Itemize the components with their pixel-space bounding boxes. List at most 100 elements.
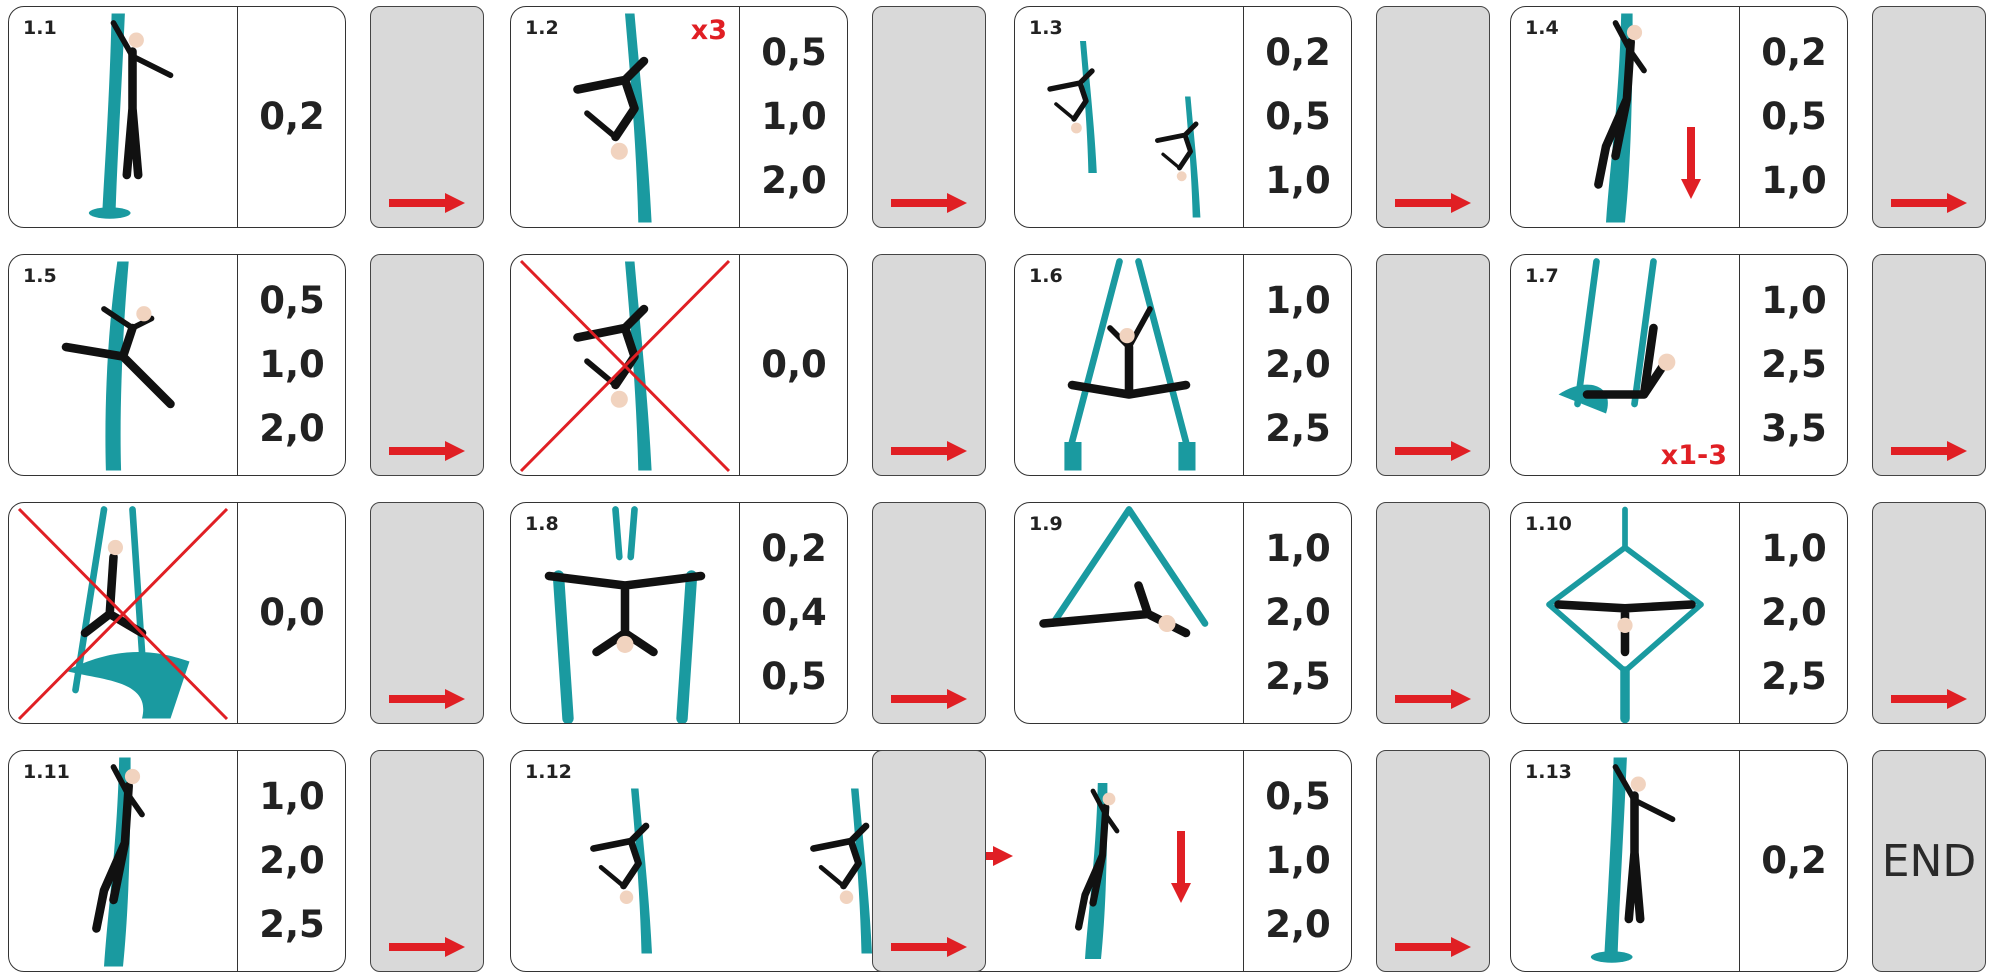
element-number: 1.2 xyxy=(525,17,559,39)
right-arrow-icon xyxy=(891,441,967,461)
card-divider xyxy=(237,751,238,971)
difficulty-value: 2,0 xyxy=(1265,343,1331,386)
aerialist-photo xyxy=(1546,506,1704,723)
difficulty-value: 3,5 xyxy=(1761,407,1827,450)
card-divider xyxy=(1243,7,1244,227)
down-arrow-icon xyxy=(1681,127,1701,199)
element-card: 1.5 0,5 1,0 2,0 xyxy=(8,254,346,476)
aerialist-photo xyxy=(544,506,706,723)
element-card: 1.8 0,2 0,4 0,5 xyxy=(510,502,848,724)
connector-panel xyxy=(1872,6,1986,228)
aerialist-photo xyxy=(573,13,652,223)
right-arrow-icon xyxy=(891,193,967,213)
difficulty-value: 0,2 xyxy=(1761,839,1827,882)
element-card: 1.4 0,2 0,5 1,0 xyxy=(1510,6,1848,228)
right-arrow-icon xyxy=(1395,441,1471,461)
card-divider xyxy=(739,503,740,723)
element-number: 1.7 xyxy=(1525,265,1559,287)
card-divider xyxy=(1243,751,1244,971)
difficulty-values: 0,5 1,0 2,0 xyxy=(237,255,345,475)
difficulty-value: 0,5 xyxy=(1265,95,1331,138)
difficulty-values: 1,0 2,0 2,5 xyxy=(1243,503,1351,723)
element-number: 1.3 xyxy=(1029,17,1063,39)
right-arrow-icon xyxy=(1891,193,1967,213)
connector-panel xyxy=(370,502,484,724)
right-arrow-icon xyxy=(1891,689,1967,709)
card-divider xyxy=(1739,503,1740,723)
down-arrow-icon xyxy=(1171,831,1191,903)
element-card: 1.2 x3 0,5 1,0 2,0 xyxy=(510,6,848,228)
difficulty-value: 0,5 xyxy=(259,279,325,322)
difficulty-value: 0,5 xyxy=(761,655,827,698)
element-card: 1.6 1,0 2,0 2,5 xyxy=(1014,254,1352,476)
difficulty-values: 1,0 2,5 3,5 xyxy=(1739,255,1847,475)
element-card: 1.7 x1-3 1,0 2,5 3,5 xyxy=(1510,254,1848,476)
card-divider xyxy=(739,7,740,227)
card-divider xyxy=(1243,255,1244,475)
element-number: 1.1 xyxy=(23,17,57,39)
difficulty-values: 1,0 2,0 2,5 xyxy=(1739,503,1847,723)
difficulty-values: 0,2 0,4 0,5 xyxy=(739,503,847,723)
difficulty-value: 0,2 xyxy=(1265,31,1331,74)
element-number: 1.6 xyxy=(1029,265,1063,287)
right-arrow-icon xyxy=(891,689,967,709)
difficulty-value: 2,5 xyxy=(259,903,325,946)
difficulty-value: 1,0 xyxy=(1265,159,1331,202)
card-divider xyxy=(237,7,238,227)
difficulty-value: 2,0 xyxy=(1761,591,1827,634)
aerialist-photo xyxy=(1047,40,1201,218)
difficulty-values: 0,2 0,5 1,0 xyxy=(1243,7,1351,227)
right-arrow-icon xyxy=(1395,937,1471,957)
element-number: 1.10 xyxy=(1525,513,1572,535)
right-arrow-icon xyxy=(389,937,465,957)
difficulty-value: 1,0 xyxy=(1761,159,1827,202)
element-number: 1.12 xyxy=(525,761,572,783)
right-arrow-icon xyxy=(389,689,465,709)
element-card: 0,0 xyxy=(8,502,346,724)
difficulty-value: 0,2 xyxy=(1761,31,1827,74)
difficulty-value: 0,5 xyxy=(761,31,827,74)
difficulty-value: 0,4 xyxy=(761,591,827,634)
connector-panel xyxy=(872,750,986,972)
difficulty-values: 0,2 0,5 1,0 xyxy=(1739,7,1847,227)
repeat-badge: x1-3 xyxy=(1660,440,1727,471)
card-divider xyxy=(1739,751,1740,971)
cross-out-icon xyxy=(17,507,229,721)
element-number: 1.8 xyxy=(525,513,559,535)
card-divider xyxy=(237,255,238,475)
difficulty-value: 0,2 xyxy=(259,95,325,138)
difficulty-value: 1,0 xyxy=(1265,279,1331,322)
element-card: 1.3 0,2 0,5 1,0 xyxy=(1014,6,1352,228)
connector-panel xyxy=(370,254,484,476)
element-card: 1.1 0,2 xyxy=(8,6,346,228)
difficulty-value: 2,0 xyxy=(1265,591,1331,634)
element-number: 1.11 xyxy=(23,761,70,783)
difficulty-value: 2,5 xyxy=(1265,655,1331,698)
difficulty-values: 0,0 xyxy=(237,503,345,723)
difficulty-values: 1,0 2,0 2,5 xyxy=(237,751,345,971)
difficulty-value: 1,0 xyxy=(259,343,325,386)
aerialist-photo xyxy=(61,261,175,471)
cross-out-icon xyxy=(519,259,731,473)
aerialist-photo xyxy=(88,13,174,219)
connector-panel xyxy=(1376,750,1490,972)
connector-panel xyxy=(1376,6,1490,228)
right-arrow-icon xyxy=(1395,689,1471,709)
connector-panel xyxy=(1872,254,1986,476)
aerialist-photo xyxy=(17,506,229,721)
card-divider xyxy=(1739,255,1740,475)
difficulty-value: 1,0 xyxy=(259,775,325,818)
card-divider xyxy=(237,503,238,723)
element-card: 1.9 1,0 2,0 2,5 xyxy=(1014,502,1352,724)
element-number: 1.13 xyxy=(1525,761,1572,783)
difficulty-value: 2,0 xyxy=(1265,903,1331,946)
difficulty-value: 0,5 xyxy=(1761,95,1827,138)
aerialist-photo xyxy=(92,757,145,967)
aerialist-photo xyxy=(1558,258,1676,414)
difficulty-value: 2,0 xyxy=(761,159,827,202)
aerialist-photo xyxy=(1039,506,1209,638)
connector-panel xyxy=(1376,254,1490,476)
card-divider xyxy=(739,255,740,475)
difficulty-value: 2,5 xyxy=(1761,655,1827,698)
end-panel: END xyxy=(1872,750,1986,972)
